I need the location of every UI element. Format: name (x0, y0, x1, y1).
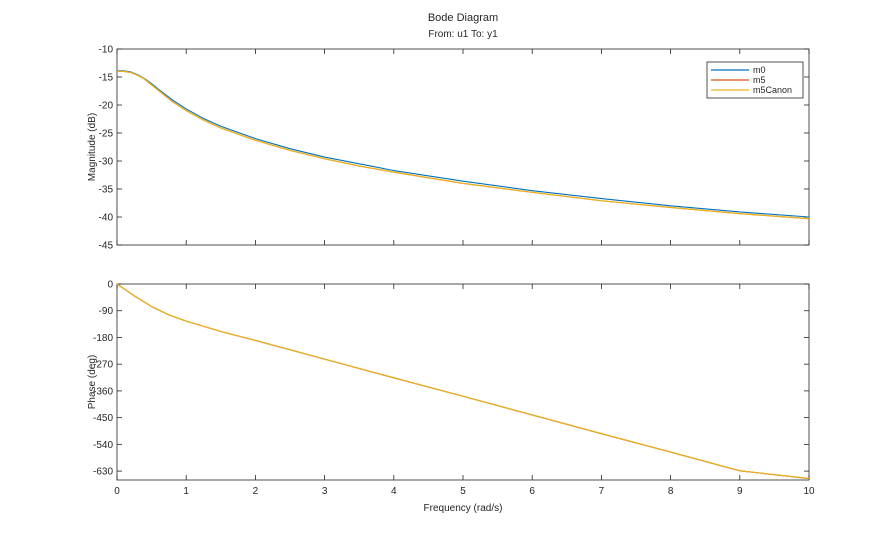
phase-series-m5canon (116, 283, 810, 480)
phase-y-tick-label: -270 (93, 360, 113, 371)
magnitude-y-tick-label: -35 (99, 185, 114, 196)
phase-y-axis-label: Phase (deg) (87, 355, 98, 409)
phase-y-tick-label: -90 (99, 306, 114, 317)
x-tick-label: 0 (114, 486, 120, 497)
magnitude-y-tick-label: -20 (99, 101, 114, 112)
legend-label-m5: m5 (753, 75, 766, 85)
magnitude-y-tick-label: -25 (99, 129, 114, 140)
x-tick-label: 9 (737, 486, 743, 497)
x-tick-label: 3 (322, 486, 328, 497)
x-axis-label: Frequency (rad/s) (424, 503, 503, 514)
magnitude-axes: -10 -15 -20 -25 -30 -35 -40 -45 Magnitude (dB) m0… (87, 45, 810, 252)
x-tick-label: 1 (183, 486, 189, 497)
x-tick-label: 5 (460, 486, 466, 497)
magnitude-plot-box (116, 48, 810, 246)
phase-y-tick-label: -540 (93, 440, 113, 451)
chart-subtitle: From: u1 To: y1 (428, 29, 498, 40)
phase-y-tick-label: -450 (93, 413, 113, 424)
phase-y-tick-label: -630 (93, 467, 113, 478)
magnitude-y-tick-label: -30 (99, 157, 114, 168)
x-tick-label: 2 (253, 486, 259, 497)
x-tick-label: 8 (668, 486, 674, 497)
magnitude-y-tick-label: -45 (99, 241, 114, 252)
legend-label-m0: m0 (753, 65, 766, 75)
chart-title: Bode Diagram (428, 12, 498, 24)
magnitude-y-tick-label: -15 (99, 73, 114, 84)
magnitude-y-tick-label: -40 (99, 213, 114, 224)
magnitude-y-axis-label: Magnitude (dB) (87, 113, 98, 181)
legend-label-m5canon: m5Canon (753, 85, 792, 95)
x-tick-label: 4 (391, 486, 397, 497)
phase-y-tick-label: -360 (93, 386, 113, 397)
magnitude-series-m5canon (117, 70, 810, 220)
phase-y-tick-label: -180 (93, 333, 113, 344)
phase-plot-box (116, 283, 810, 481)
phase-y-tick-label: 0 (107, 280, 113, 291)
magnitude-y-tick-label: -10 (99, 45, 114, 56)
x-tick-label: 6 (529, 486, 535, 497)
legend-box (706, 61, 804, 99)
x-tick-label: 7 (599, 486, 605, 497)
x-tick-label: 10 (803, 486, 815, 497)
